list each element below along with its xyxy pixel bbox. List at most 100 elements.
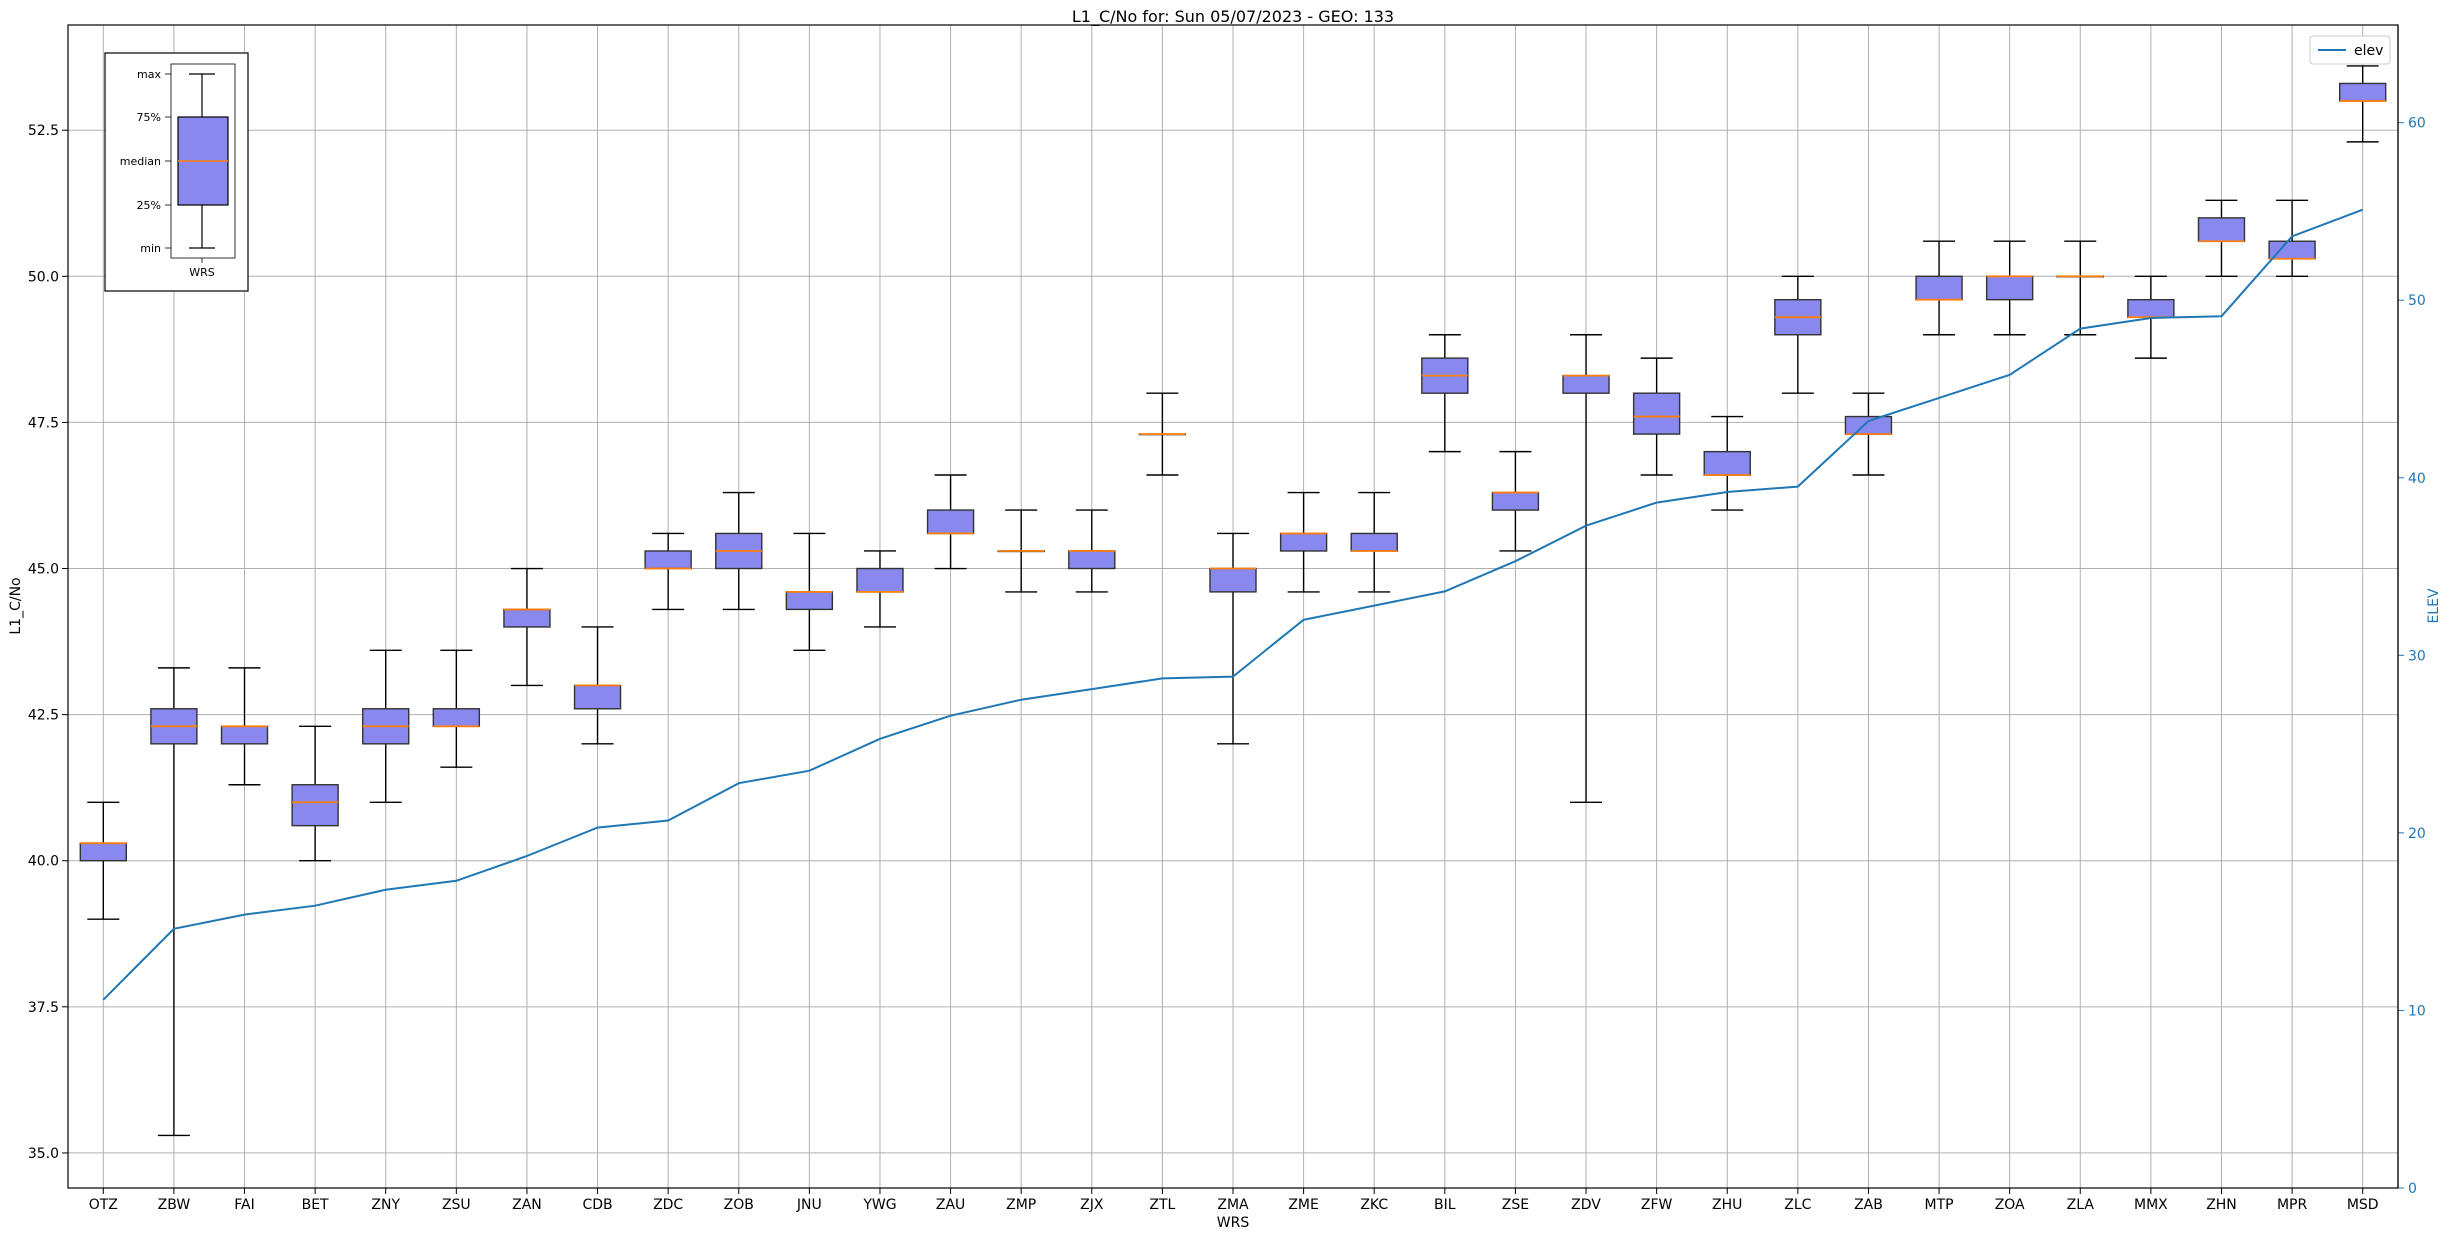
box-iqr — [1209, 567, 1257, 593]
x-tick-label: BET — [302, 1197, 329, 1213]
y2-tick-label: 40 — [2408, 471, 2426, 487]
box-iqr — [1068, 550, 1116, 570]
y2-tick-label: 30 — [2408, 648, 2426, 664]
boxplot-key-label-min: min — [140, 242, 161, 255]
box-plot — [2127, 275, 2175, 359]
x-tick-label: ZMA — [1217, 1197, 1249, 1213]
x-tick-label: ZOA — [1995, 1197, 2025, 1213]
box-plot — [432, 649, 481, 768]
box-iqr — [291, 784, 339, 827]
y-tick-label: 52.5 — [28, 123, 59, 139]
x-tick-label: ZAB — [1854, 1197, 1883, 1213]
y2-tick-label: 10 — [2408, 1003, 2426, 1019]
chart-title: L1_C/No for: Sun 05/07/2023 - GEO: 133 — [1072, 7, 1394, 27]
x-axis-label: WRS — [1217, 1215, 1250, 1231]
series-legend-label: elev — [2354, 43, 2383, 59]
box-iqr — [856, 567, 904, 593]
y2-tick-label: 60 — [2408, 116, 2426, 132]
x-tick-label: CDB — [582, 1197, 612, 1213]
box-plot — [2056, 240, 2104, 336]
box-plot — [362, 649, 410, 803]
box-plot — [2197, 199, 2246, 278]
boxplot-key-xlabel: WRS — [189, 266, 215, 279]
x-tick-label: ZLA — [2067, 1197, 2095, 1213]
box-plot — [1209, 532, 1257, 745]
box-iqr — [1279, 532, 1328, 552]
box-iqr — [1844, 415, 1893, 435]
x-tick-label: ZOB — [724, 1197, 754, 1213]
box-iqr — [1562, 374, 1610, 394]
box-iqr — [573, 684, 622, 710]
box-plot — [1703, 415, 1751, 511]
x-tick-label: YWG — [862, 1197, 896, 1213]
y-tick-label: 35.0 — [28, 1146, 59, 1162]
box-plot — [2268, 199, 2316, 278]
box-iqr — [220, 725, 269, 745]
box-plot — [2338, 65, 2387, 143]
series-legend: elev — [2309, 35, 2391, 65]
x-tick-label: BIL — [1434, 1197, 1456, 1213]
box-plot — [715, 491, 763, 611]
y-axis-right: 0 10 20 30 40 50 60 — [2397, 25, 2426, 1197]
y-axis-label: L1_C/No — [8, 577, 24, 634]
box-plot — [1491, 450, 1540, 552]
boxplot-key-label-max: max — [137, 68, 161, 81]
x-tick-label: ZFW — [1641, 1197, 1673, 1213]
y2-tick-label: 0 — [2408, 1181, 2417, 1197]
boxplot-key-label-75: 75% — [137, 111, 161, 124]
x-tick-label: ZAN — [512, 1197, 542, 1213]
box-iqr — [785, 591, 834, 611]
x-tick-label: MPR — [2277, 1197, 2308, 1213]
box-plot — [785, 532, 834, 652]
box-iqr — [2127, 298, 2175, 318]
x-tick-label: ZSU — [442, 1197, 471, 1213]
x-tick-label: ZNY — [371, 1197, 400, 1213]
x-tick-label: ZDV — [1571, 1197, 1601, 1213]
y2-tick-label: 50 — [2408, 293, 2426, 309]
box-plot — [79, 801, 128, 920]
x-tick-label: ZTL — [1149, 1197, 1175, 1213]
box-plot — [644, 532, 692, 611]
box-plot — [1844, 392, 1893, 476]
box-iqr — [2197, 217, 2246, 242]
x-tick-label: FAI — [234, 1197, 254, 1213]
box-plot — [1562, 334, 1610, 803]
x-tick-label: ZHU — [1712, 1197, 1742, 1213]
box-iqr — [1350, 532, 1398, 552]
box-plot — [1774, 275, 1822, 394]
x-tick-label: ZBW — [158, 1197, 191, 1213]
box-plot — [1915, 240, 1963, 336]
series-legend-frame — [2309, 35, 2391, 65]
x-tick-label: MMX — [2134, 1197, 2168, 1213]
x-tick-label: ZLC — [1784, 1197, 1811, 1213]
x-tick-label: ZHN — [2206, 1197, 2237, 1213]
box-plot — [1138, 392, 1187, 476]
y-tick-label: 45.0 — [28, 562, 59, 578]
y-tick-label: 42.5 — [28, 708, 59, 724]
box-iqr — [1703, 450, 1751, 476]
box-plot — [997, 509, 1045, 593]
box-plot — [573, 626, 622, 745]
box-iqr — [432, 708, 481, 728]
x-tick-label: ZME — [1288, 1197, 1319, 1213]
box-plot — [1068, 509, 1116, 593]
box-plot — [291, 725, 339, 862]
y2-axis-label: ELEV — [2426, 588, 2442, 623]
box-iqr — [2268, 240, 2316, 260]
boxplot-key-label-25: 25% — [137, 199, 161, 212]
boxplot-key: max 75% median 25% min WRS — [104, 52, 249, 292]
y-tick-label: 50.0 — [28, 269, 59, 285]
box-iqr — [1915, 275, 1963, 301]
box-iqr — [1632, 392, 1681, 435]
box-iqr — [503, 608, 551, 628]
box-plot — [1985, 240, 2034, 336]
box-iqr — [1985, 275, 2034, 301]
x-tick-label: ZAU — [936, 1197, 965, 1213]
x-tick-label: JNU — [796, 1197, 822, 1213]
x-tick-label: ZMP — [1006, 1197, 1036, 1213]
x-axis: OTZ ZBW FAI BET ZNY ZSU ZAN CDB ZDC ZOB JNU YWG ZAU Z… — [89, 1188, 2379, 1213]
box-plot — [1350, 491, 1398, 593]
line-layer — [102, 208, 2364, 1001]
